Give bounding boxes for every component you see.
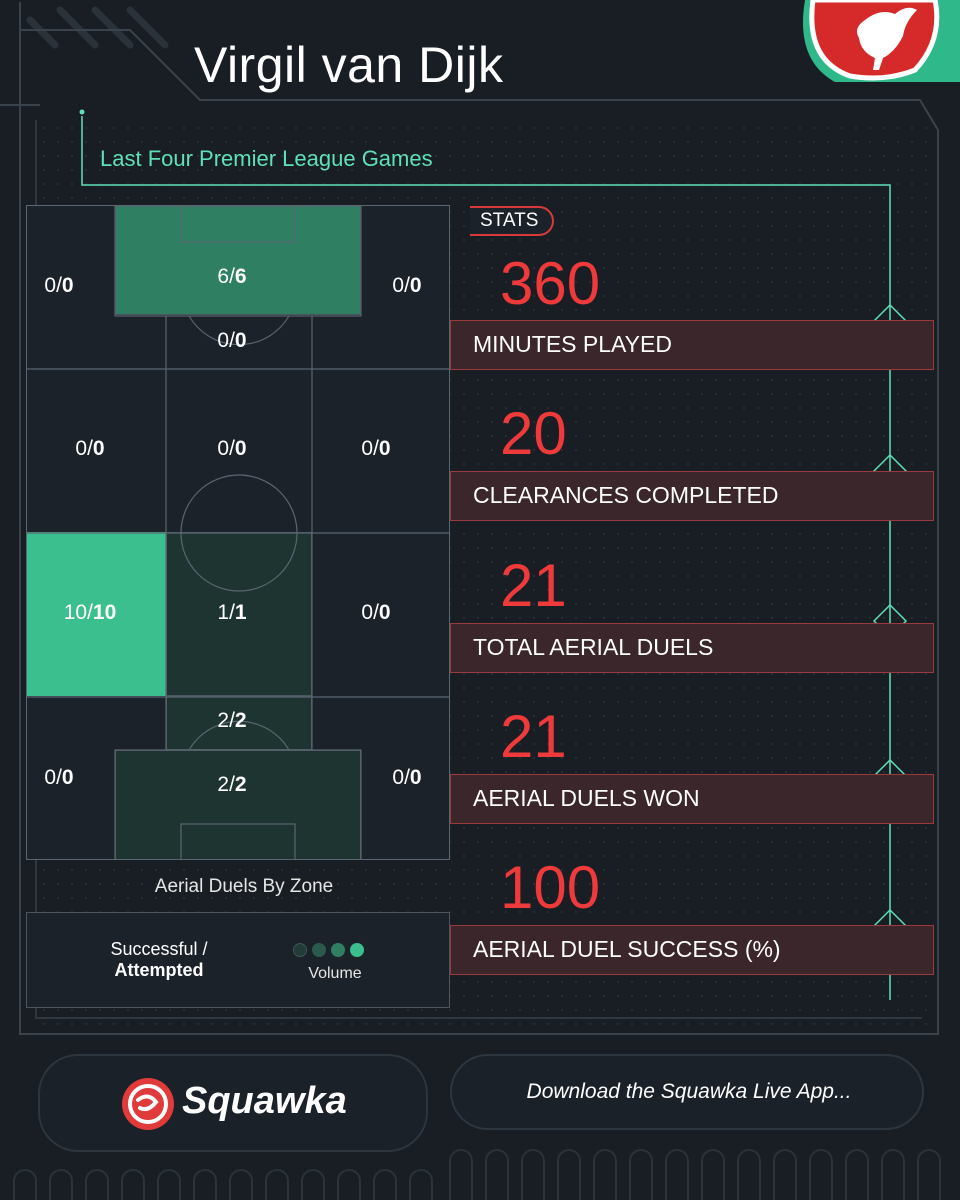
legend-text: Successful / Attempted xyxy=(79,939,239,981)
zone-fill-bottom-arc xyxy=(166,696,312,750)
zone-value: 2/2 xyxy=(217,773,247,796)
stat-label: TOTAL AERIAL DUELS xyxy=(473,634,714,660)
legend-line-1: Successful / xyxy=(110,939,208,959)
stat-value-minutes: 360 xyxy=(500,250,601,317)
brand-name: Squawka xyxy=(182,1080,347,1122)
zone-value: 0/0 xyxy=(392,274,422,297)
stats-tag: STATS xyxy=(470,206,555,236)
zone-value: 0/0 xyxy=(44,274,74,297)
stat-label: MINUTES PLAYED xyxy=(473,331,672,357)
brand-panel: Squawka xyxy=(38,1054,428,1152)
stat-value-clearances: 20 xyxy=(500,400,567,467)
download-app-link[interactable]: Download the Squawka Live App... xyxy=(450,1054,924,1130)
stat-label: AERIAL DUELS WON xyxy=(473,785,700,811)
volume-dot-2 xyxy=(312,943,326,957)
stat-bar-total-aerial: TOTAL AERIAL DUELS xyxy=(450,623,934,673)
page-subtitle: Last Four Premier League Games xyxy=(100,146,433,171)
zone-value: 0/0 xyxy=(44,766,74,789)
volume-dot-3 xyxy=(331,943,345,957)
zone-value: 6/6 xyxy=(217,265,247,288)
stat-bar-minutes: MINUTES PLAYED xyxy=(450,320,934,370)
stat-bar-success: AERIAL DUEL SUCCESS (%) xyxy=(450,925,934,975)
zone-value: 0/0 xyxy=(217,437,247,460)
stat-label: AERIAL DUEL SUCCESS (%) xyxy=(473,936,781,962)
stat-value-total-aerial: 21 xyxy=(500,552,567,619)
zone-value: 10/10 xyxy=(63,601,117,624)
volume-scale xyxy=(293,943,364,957)
pitch-markings xyxy=(27,206,449,859)
zone-fill-left-mid xyxy=(27,532,166,696)
stat-label: CLEARANCES COMPLETED xyxy=(473,482,779,508)
download-app-text: Download the Squawka Live App... xyxy=(526,1080,852,1103)
stat-value-aerial-won: 21 xyxy=(500,703,567,770)
squawka-logo-icon xyxy=(122,1078,174,1130)
stat-bar-clearances: CLEARANCES COMPLETED xyxy=(450,471,934,521)
volume-label: Volume xyxy=(308,965,362,982)
zone-value: 0/0 xyxy=(392,766,422,789)
zone-value: 0/0 xyxy=(75,437,105,460)
zone-value: 0/0 xyxy=(217,329,247,352)
volume-dot-1 xyxy=(293,943,307,957)
stat-bar-aerial-won: AERIAL DUELS WON xyxy=(450,774,934,824)
zone-value: 1/1 xyxy=(217,601,247,624)
stat-value-success: 100 xyxy=(500,854,601,921)
pitch-caption: Aerial Duels By Zone xyxy=(154,876,334,897)
pitch-map: 0/0 6/6 0/0 0/0 0/0 0/0 0/0 10/10 1/1 0/… xyxy=(26,205,450,860)
volume-dot-4 xyxy=(350,943,364,957)
legend: Successful / Attempted Volume xyxy=(26,912,450,1008)
zone-value: 2/2 xyxy=(217,709,247,732)
zone-value: 0/0 xyxy=(361,437,391,460)
club-badge-icon xyxy=(803,0,960,82)
legend-line-2: Attempted xyxy=(114,960,204,980)
zone-value: 0/0 xyxy=(361,601,391,624)
player-name: Virgil van Dijk xyxy=(194,37,504,93)
